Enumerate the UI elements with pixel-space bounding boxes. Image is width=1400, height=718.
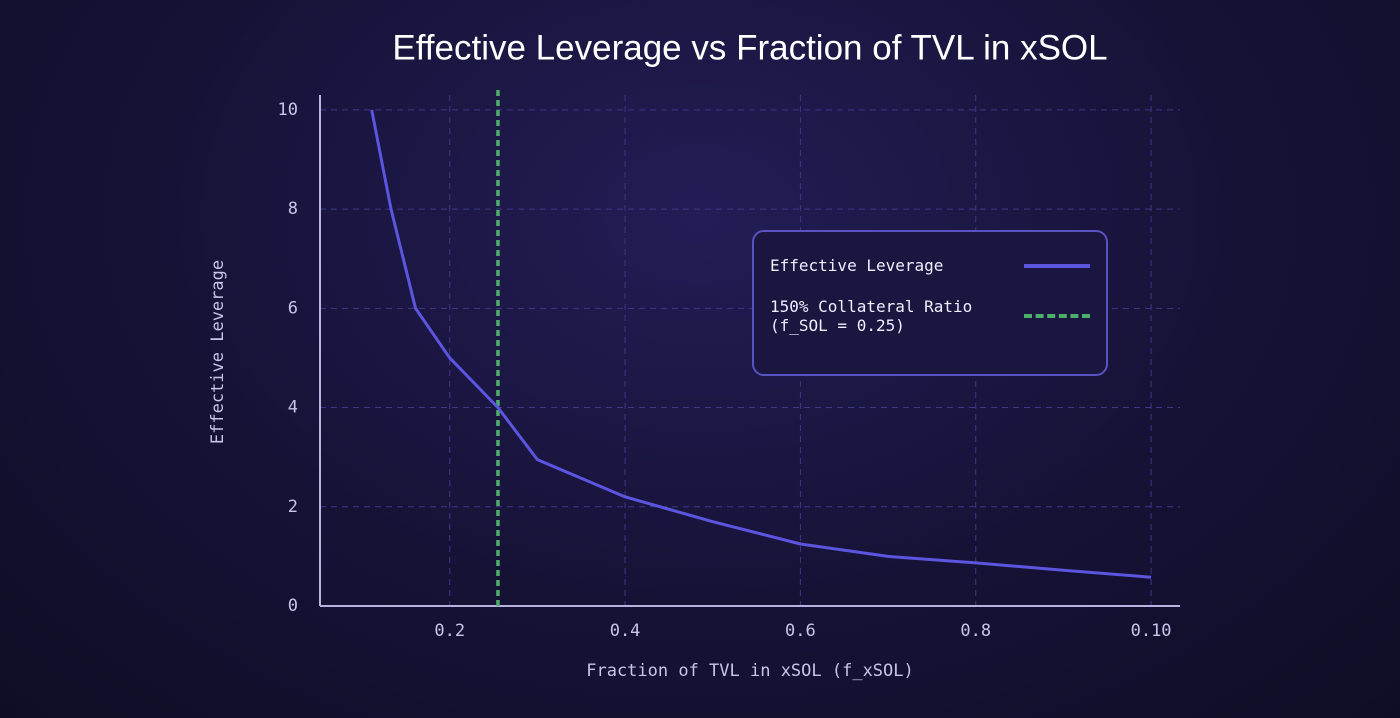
- legend-item: 150% Collateral Ratio (f_SOL = 0.25): [770, 297, 1090, 335]
- line-series: [370, 109, 1152, 579]
- legend-swatch: [1024, 314, 1090, 318]
- legend: Effective Leverage 150% Collateral Ratio …: [752, 230, 1108, 376]
- x-tick-label: 0.4: [610, 621, 641, 641]
- x-tick-label: 0.10: [1131, 621, 1172, 641]
- y-tick-label: 2: [288, 497, 298, 517]
- y-tick-label: 8: [288, 199, 298, 219]
- x-axis-label: Fraction of TVL in xSOL (f_xSOL): [586, 661, 914, 681]
- x-tick-label: 0.8: [960, 621, 991, 641]
- y-axis-label: Effective Leverage: [208, 260, 228, 444]
- x-tick-label: 0.6: [785, 621, 816, 641]
- y-tick-label: 4: [288, 398, 298, 418]
- y-tick-label: 10: [278, 100, 298, 120]
- chart-title: Effective Leverage vs Fraction of TVL in…: [392, 28, 1107, 67]
- x-tick-label: 0.2: [434, 621, 465, 641]
- legend-label: 150% Collateral Ratio (f_SOL = 0.25): [770, 297, 973, 335]
- legend-swatch: [1024, 263, 1090, 268]
- y-tick-label: 6: [288, 298, 298, 318]
- y-tick-label: 0: [288, 596, 298, 616]
- legend-item: Effective Leverage: [770, 256, 1090, 275]
- legend-label: Effective Leverage: [770, 256, 944, 275]
